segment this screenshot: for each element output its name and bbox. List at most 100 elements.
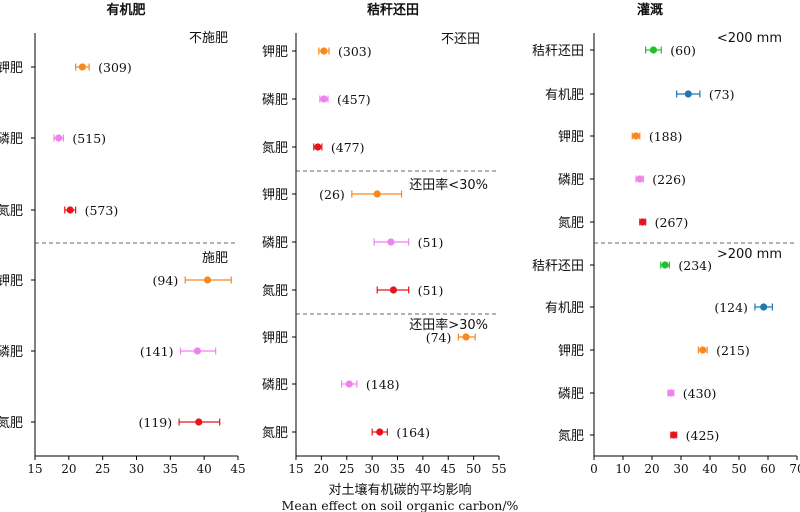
mean-point [66, 206, 74, 214]
mean-point [195, 418, 203, 426]
sample-size-label: (573) [85, 203, 119, 218]
category-label: 秸秆还田 [532, 44, 584, 59]
category-label: 钾肥 [0, 61, 23, 76]
category-label: 氮肥 [262, 284, 288, 299]
category-label: 磷肥 [262, 236, 288, 251]
sample-size-label: (148) [366, 377, 400, 392]
x-tick-label: 40 [197, 462, 212, 476]
mean-point [55, 134, 63, 142]
sample-size-label: (51) [418, 283, 444, 298]
group-label: 施肥 [202, 251, 228, 266]
sample-size-label: (73) [709, 87, 735, 102]
mean-point [387, 238, 395, 246]
x-tick-label: 10 [615, 462, 630, 476]
sample-size-label: (215) [716, 343, 750, 358]
category-label: 钾肥 [558, 344, 584, 359]
mean-point [699, 346, 707, 354]
category-label: 氮肥 [0, 416, 23, 431]
sample-size-label: (119) [139, 415, 173, 430]
sample-size-label: (51) [418, 235, 444, 250]
sample-size-label: (141) [140, 344, 174, 359]
mean-point [684, 90, 692, 98]
group-label: 还田率<30% [409, 177, 488, 193]
mean-point [760, 303, 768, 311]
panel-3: 灌溉 0 10 20 30 40 50 60 70 <200 mm 秸秆还田 (60) 有机肥 (73) 钾… [532, 2, 800, 476]
category-label: 钾肥 [262, 45, 288, 60]
group-label: 不还田 [441, 32, 480, 47]
category-label: 磷肥 [558, 387, 584, 402]
mean-point [314, 143, 322, 151]
x-tick-label: 30 [129, 462, 144, 476]
category-label: 氮肥 [558, 216, 584, 231]
sample-size-label: (164) [396, 425, 430, 440]
category-label: 氮肥 [0, 204, 23, 219]
category-label: 磷肥 [0, 132, 23, 147]
x-tick-label: 70 [789, 462, 800, 476]
mean-point [670, 431, 678, 439]
mean-point [78, 63, 86, 71]
x-axis-label-en: Mean effect on soil organic carbon/% [282, 498, 519, 512]
category-label: 钾肥 [262, 188, 288, 203]
category-label: 磷肥 [262, 378, 288, 393]
category-label: 钾肥 [262, 331, 288, 346]
sample-size-label: (309) [98, 60, 132, 75]
x-tick-label: 25 [339, 462, 354, 476]
x-tick-label: 40 [702, 462, 717, 476]
category-label: 磷肥 [558, 173, 584, 188]
x-tick-label: 15 [288, 462, 303, 476]
panel-title: 秸秆还田 [367, 2, 419, 18]
x-tick-label: 20 [644, 462, 659, 476]
mean-point [376, 428, 384, 436]
panel-title: 有机肥 [106, 2, 145, 18]
sample-size-label: (425) [686, 428, 720, 443]
mean-point [320, 95, 328, 103]
x-tick-label: 55 [491, 462, 506, 476]
sample-size-label: (430) [683, 386, 717, 401]
group-label: <200 mm [717, 31, 782, 46]
group-label: 还田率>30% [409, 317, 488, 333]
mean-point [320, 47, 328, 55]
x-tick-label: 15 [27, 462, 42, 476]
category-label: 氮肥 [262, 141, 288, 156]
x-tick-label: 35 [163, 462, 178, 476]
x-tick-label: 30 [673, 462, 688, 476]
sample-size-label: (457) [337, 92, 371, 107]
sample-size-label: (60) [670, 43, 696, 58]
category-label: 秸秆还田 [532, 259, 584, 274]
category-label: 氮肥 [558, 429, 584, 444]
group-label: 不施肥 [189, 31, 228, 46]
mean-point [389, 286, 398, 294]
mean-point [632, 132, 640, 140]
mean-point [373, 190, 381, 198]
sample-size-label: (515) [72, 131, 106, 146]
category-label: 磷肥 [262, 93, 288, 108]
sample-size-label: (94) [153, 273, 179, 288]
mean-point [661, 261, 669, 269]
panel-title: 灌溉 [637, 2, 663, 18]
category-label: 钾肥 [0, 274, 23, 289]
sample-size-label: (303) [338, 44, 372, 59]
mean-point [636, 175, 644, 183]
x-tick-label: 25 [95, 462, 110, 476]
x-tick-label: 0 [590, 462, 598, 476]
x-axis-label-zh: 对土壤有机碳的平均影响 [328, 482, 471, 498]
sample-size-label: (234) [678, 258, 712, 273]
x-tick-label: 50 [466, 462, 481, 476]
x-tick-label: 50 [731, 462, 746, 476]
mean-point [667, 389, 675, 397]
mean-point [639, 218, 647, 226]
x-tick-label: 60 [760, 462, 775, 476]
category-label: 磷肥 [0, 345, 23, 360]
mean-point [203, 276, 212, 284]
sample-size-label: (226) [652, 172, 686, 187]
sample-size-label: (188) [649, 129, 683, 144]
category-label: 有机肥 [545, 88, 584, 103]
category-label: 氮肥 [262, 426, 288, 441]
category-label: 有机肥 [545, 301, 584, 316]
sample-size-label: (74) [426, 330, 452, 345]
sample-size-label: (124) [714, 300, 748, 315]
mean-point [649, 46, 658, 54]
sample-size-label: (477) [331, 140, 365, 155]
